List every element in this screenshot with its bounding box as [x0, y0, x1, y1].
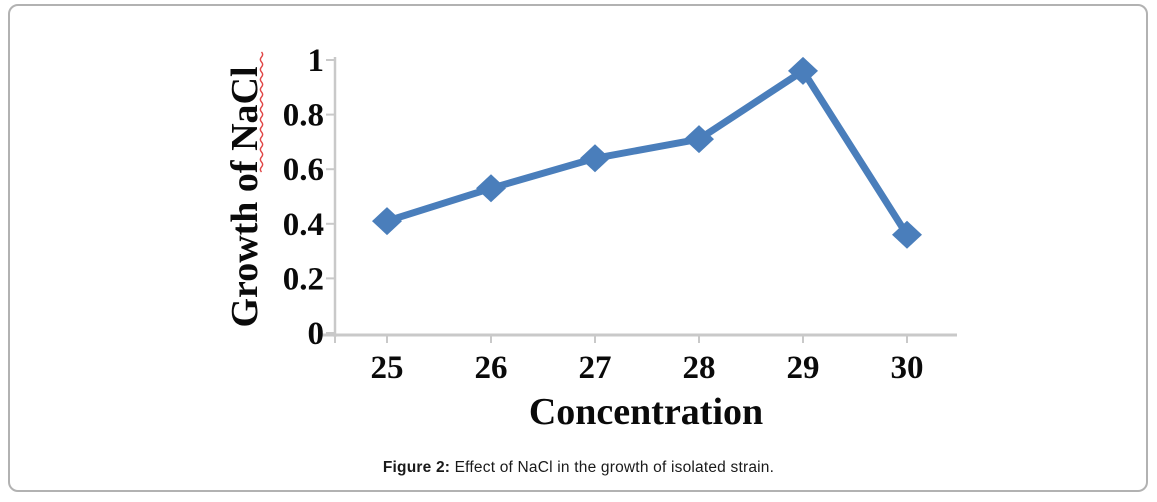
y-axis-tick-labels: 0 0.2 0.4 0.6 0.8 1: [283, 43, 324, 352]
spellcheck-squiggle-icon: [259, 51, 264, 173]
x-tick-label: 26: [475, 350, 508, 386]
y-axis-title: Growth of NaCl: [224, 66, 266, 327]
series-line: [383, 67, 911, 239]
y-tick-label: 0: [308, 316, 325, 352]
chart-axes: [318, 57, 957, 343]
x-axis-title: Concentration: [529, 391, 763, 433]
figure-caption-text: Effect of NaCl in the growth of isolated…: [450, 459, 775, 476]
x-tick-label: 27: [579, 350, 612, 386]
y-tick-label: 0.2: [283, 261, 324, 297]
y-tick-label: 0.8: [283, 98, 324, 134]
figure-caption: Figure 2: Effect of NaCl in the growth o…: [0, 459, 1157, 477]
figure-border: [8, 4, 1148, 492]
data-series: [372, 56, 922, 249]
data-point-marker: [788, 56, 818, 85]
data-point-marker: [372, 207, 402, 236]
x-tick-label: 29: [787, 350, 820, 386]
figure-caption-label: Figure 2:: [382, 459, 451, 476]
data-point-marker: [892, 220, 922, 249]
data-point-marker: [476, 174, 506, 203]
x-axis-tick-labels: 25 26 27 28 29 30: [371, 350, 924, 386]
x-tick-label: 30: [891, 350, 924, 386]
x-tick-label: 25: [371, 350, 404, 386]
y-tick-label: 0.4: [283, 207, 324, 243]
data-point-marker: [684, 125, 714, 154]
data-point-marker: [580, 144, 610, 173]
y-tick-label: 1: [308, 43, 325, 79]
x-tick-label: 28: [683, 350, 716, 386]
y-tick-label: 0.6: [283, 152, 324, 188]
